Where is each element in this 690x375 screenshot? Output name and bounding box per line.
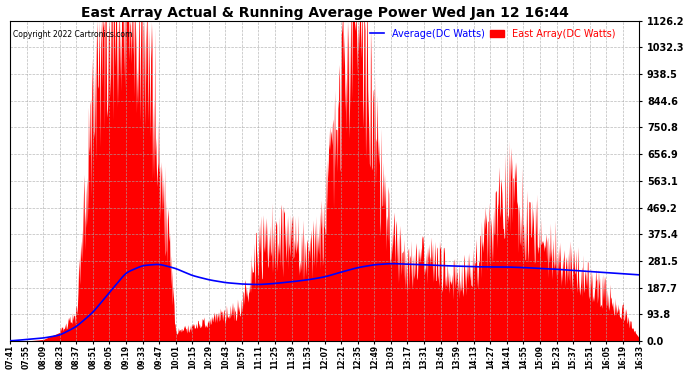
Text: Copyright 2022 Cartronics.com: Copyright 2022 Cartronics.com xyxy=(13,30,132,39)
Legend: Average(DC Watts), East Array(DC Watts): Average(DC Watts), East Array(DC Watts) xyxy=(370,29,615,39)
Title: East Array Actual & Running Average Power Wed Jan 12 16:44: East Array Actual & Running Average Powe… xyxy=(81,6,569,20)
